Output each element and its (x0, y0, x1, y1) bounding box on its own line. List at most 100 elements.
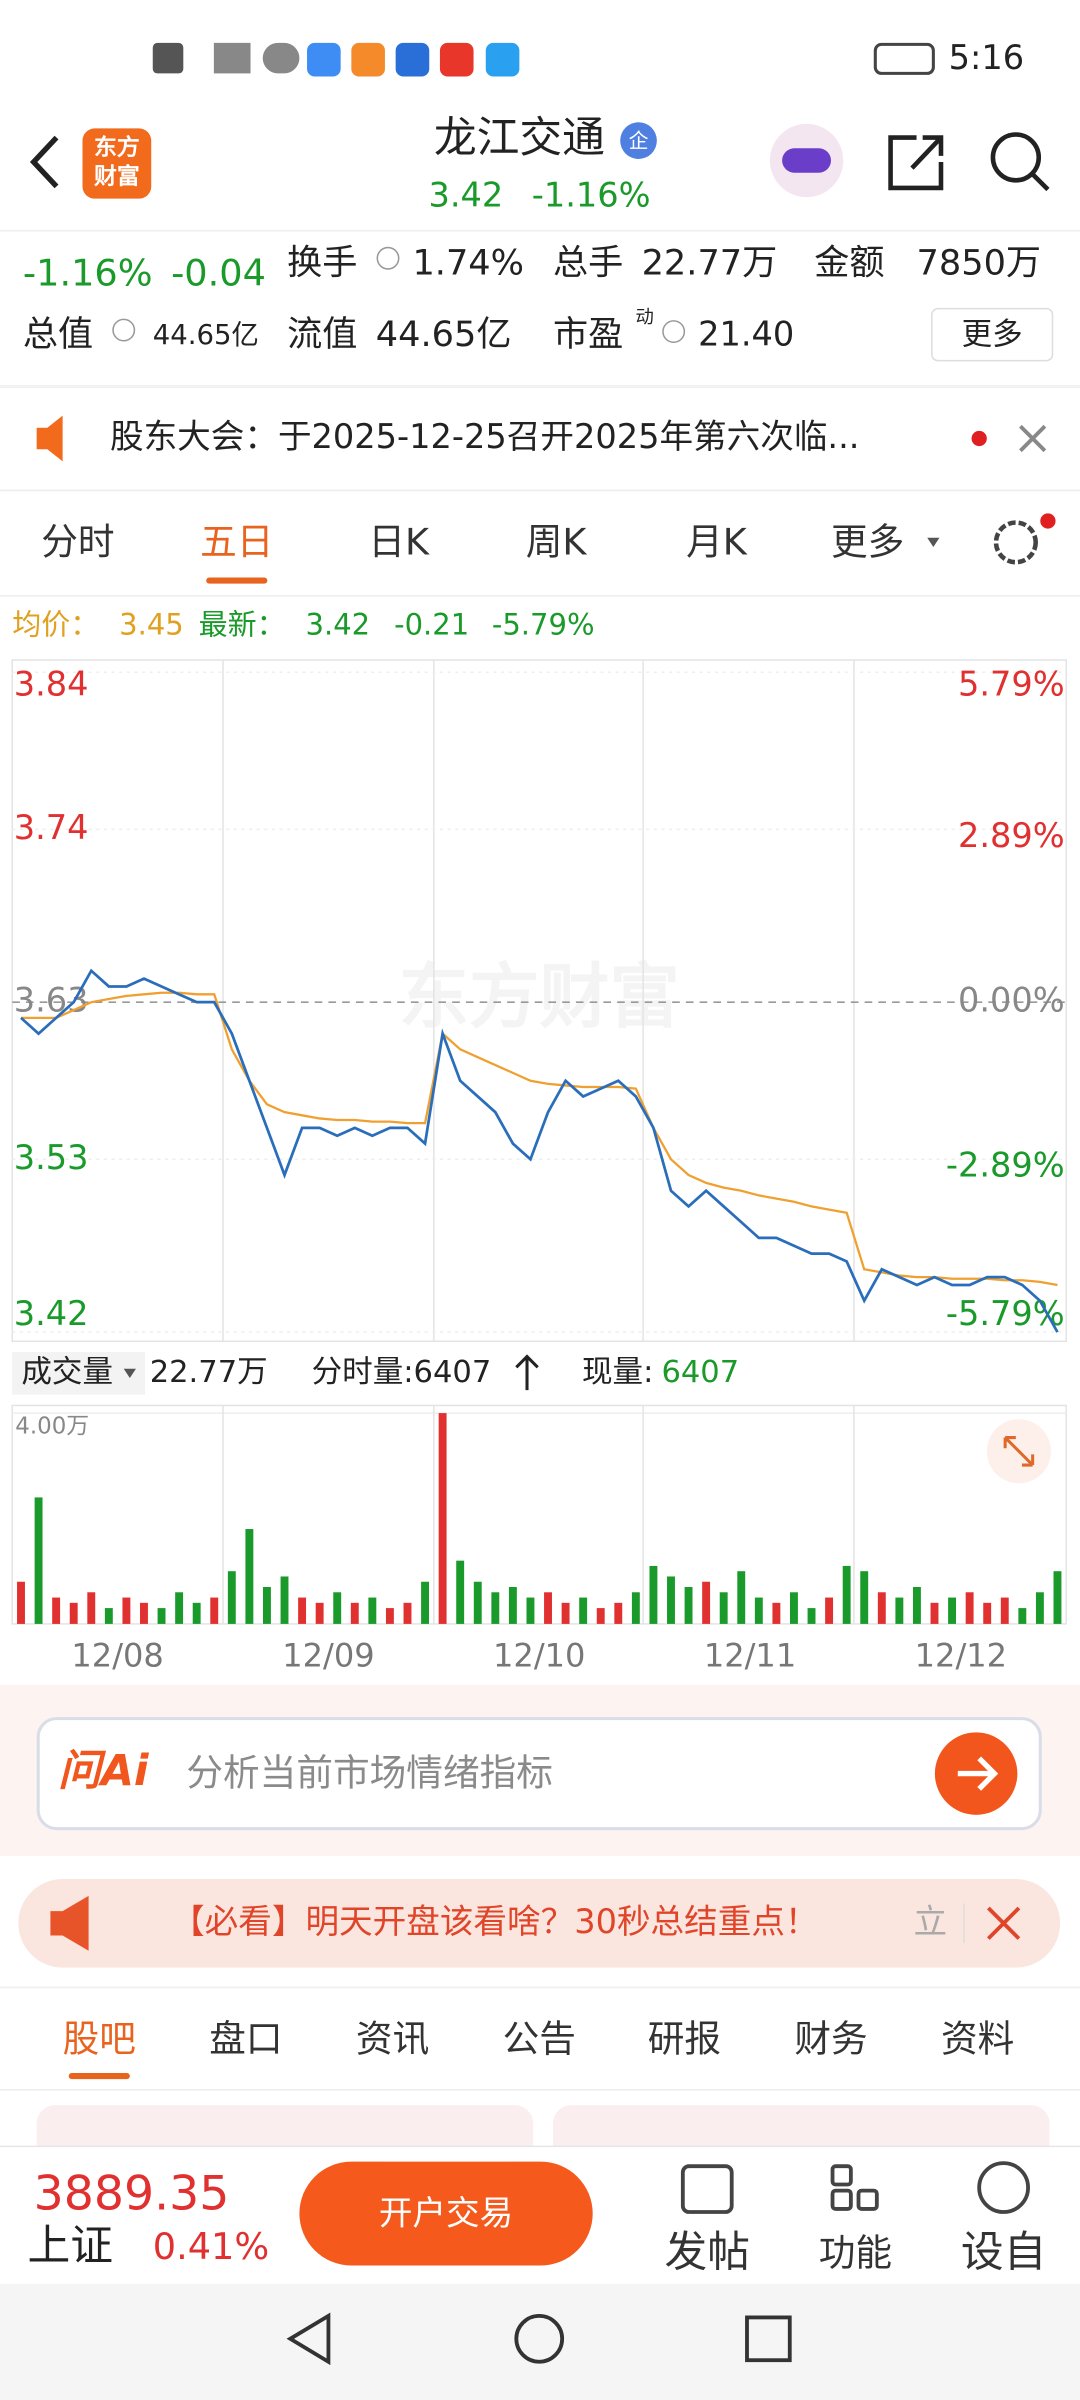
chart-tab[interactable]: 周K (526, 520, 588, 563)
volume-bar (280, 1576, 289, 1624)
volume-bar (385, 1608, 394, 1624)
notice-text[interactable]: 股东大会：于2025-12-25召开2025年第六次临... (110, 417, 859, 456)
volume-bar (17, 1581, 25, 1624)
chart-tab[interactable]: 月K (686, 520, 748, 563)
content-tab[interactable]: 股吧 (63, 2017, 136, 2060)
volume-bar (754, 1597, 763, 1624)
unread-dot (1040, 513, 1056, 529)
info-icon (376, 246, 400, 270)
volume-bar (262, 1587, 271, 1624)
app-icon (485, 42, 520, 77)
volume-chart: 4.00万 12/08 12/09 12/10 12/11 12/12 (12, 1405, 1067, 1675)
divider (0, 385, 1080, 389)
volume-bar (104, 1608, 113, 1624)
ai-search-box[interactable] (36, 1717, 1042, 1831)
unread-dot (971, 430, 987, 447)
watermark: 东方财富 (399, 956, 680, 1038)
signal-icon (213, 42, 251, 74)
close-notice[interactable] (1019, 424, 1047, 453)
volume-bar (1000, 1597, 1009, 1624)
volume-bar (140, 1602, 148, 1624)
close-banner[interactable] (986, 1906, 1021, 1940)
y-tick-label: 3.53 (14, 1138, 89, 1177)
chart-tab[interactable]: 分时 (41, 520, 114, 563)
post-icon (680, 2164, 734, 2214)
volume-bar (649, 1565, 658, 1624)
wifi-icon (262, 42, 300, 74)
volume-bar (561, 1602, 570, 1624)
ai-placeholder: 分析当前市场情绪指标 (186, 1752, 553, 1795)
y-tick-label: 3.84 (14, 664, 89, 703)
toolbar-button[interactable]: 功能 (819, 2231, 892, 2274)
volume-bar (210, 1597, 219, 1624)
volume-bar (737, 1571, 746, 1624)
toolbar-button[interactable]: 发帖 (665, 2227, 751, 2277)
promo-banner[interactable] (18, 1879, 1061, 1968)
tab-indicator (68, 2073, 130, 2080)
status-bar: 5:16 (152, 38, 1024, 77)
chart-tab[interactable]: 日K (368, 520, 430, 563)
content-tab[interactable]: 公告 (503, 2017, 576, 2060)
content-tab[interactable]: 资料 (941, 2017, 1014, 2060)
volume-bar (298, 1597, 307, 1624)
current-volume-label: 现量: (582, 1355, 653, 1390)
volume-bar (930, 1602, 939, 1624)
index-change: 0.41% (153, 2225, 269, 2268)
quote-label: 市盈 (553, 314, 623, 355)
last-change: -0.21 (394, 607, 469, 641)
trade-button[interactable] (299, 2161, 593, 2266)
app-icon (307, 42, 341, 77)
volume-bar (438, 1413, 447, 1624)
more-button[interactable] (931, 307, 1054, 362)
toolbar-button[interactable]: 设自 (961, 2227, 1047, 2277)
quote-value: 21.40 (698, 315, 794, 354)
nav-back[interactable] (286, 2312, 331, 2366)
y2-tick-label: -2.89% (946, 1145, 1065, 1184)
quote-value: 44.65亿 (376, 314, 512, 355)
volume-bar (245, 1529, 254, 1624)
volume-bar (1035, 1592, 1044, 1624)
battery-icon (873, 42, 935, 75)
tick-volume: 分时量:6407 (312, 1355, 492, 1390)
x-tick-label: 12/11 (704, 1637, 796, 1675)
y-tick-label: 3.63 (14, 981, 89, 1020)
back-button[interactable] (29, 135, 59, 189)
app-icon (351, 42, 385, 77)
up-arrow (515, 1354, 539, 1391)
volume-bar (175, 1592, 184, 1624)
ai-brand: 问Ai (58, 1746, 150, 1796)
chart-tab[interactable]: 五日 (200, 520, 273, 563)
quote-sup: 动 (635, 307, 653, 328)
x-tick-label: 12/12 (915, 1637, 1007, 1675)
status-icon (152, 42, 184, 74)
share-button[interactable] (888, 135, 944, 191)
volume-bar (667, 1576, 675, 1624)
price-line (21, 991, 1058, 1287)
content-tab[interactable]: 盘口 (209, 2017, 282, 2060)
volume-bar (526, 1597, 535, 1624)
nav-recent[interactable] (745, 2315, 792, 2363)
quote-value: 1.74% (412, 242, 524, 283)
chart-tab[interactable]: 更多 (831, 520, 904, 563)
volume-bar (614, 1602, 623, 1624)
volume-bar (860, 1571, 869, 1624)
volume-bar (684, 1587, 693, 1624)
settings-button[interactable] (993, 520, 1038, 565)
content-tab[interactable]: 资讯 (356, 2017, 429, 2060)
nav-home[interactable] (514, 2313, 565, 2364)
volume-bar (192, 1602, 201, 1624)
volume-dropdown[interactable] (12, 1351, 146, 1395)
logo-text: 东方 (94, 134, 140, 161)
content-tab[interactable]: 研报 (648, 2017, 721, 2060)
search-button[interactable] (990, 132, 1042, 183)
tab-indicator (206, 577, 268, 584)
volume-bar (807, 1608, 816, 1624)
notice-icon (36, 415, 63, 462)
avg-label: 均价： (12, 607, 99, 641)
search-handle (1031, 172, 1050, 192)
y2-tick-label: 2.89% (958, 816, 1065, 855)
volume-bar (544, 1592, 552, 1624)
content-tab[interactable]: 财务 (794, 2017, 867, 2060)
volume-label: 成交量 (21, 1355, 113, 1390)
volume-bar (69, 1602, 78, 1624)
